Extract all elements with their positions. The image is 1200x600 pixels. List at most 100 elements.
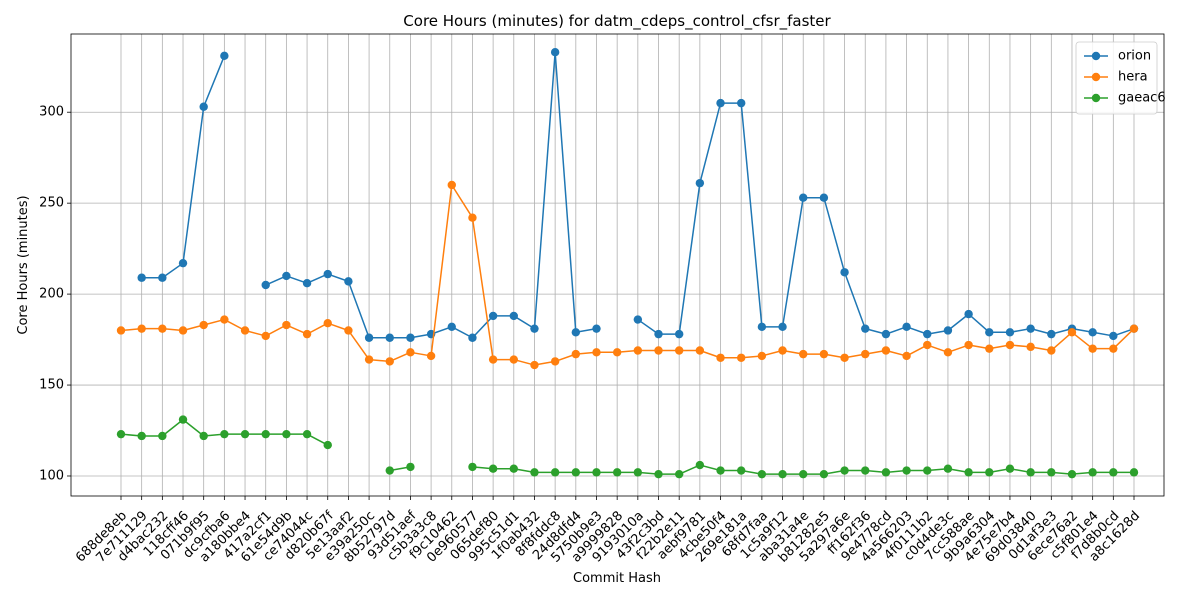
y-tick-label: 250 bbox=[39, 196, 64, 211]
data-point bbox=[902, 351, 911, 361]
data-point bbox=[509, 311, 518, 321]
legend-label: gaeac6 bbox=[1118, 91, 1166, 106]
data-point bbox=[426, 351, 436, 361]
data-point bbox=[261, 280, 270, 290]
data-point bbox=[819, 349, 829, 359]
data-point bbox=[199, 102, 208, 111]
data-point bbox=[819, 193, 829, 202]
data-point bbox=[633, 315, 643, 324]
data-point bbox=[674, 346, 684, 355]
data-point bbox=[447, 180, 456, 190]
data-point bbox=[840, 353, 849, 362]
legend-marker bbox=[1091, 72, 1101, 82]
chart-title: Core Hours (minutes) for datm_cdeps_cont… bbox=[403, 12, 831, 31]
data-point bbox=[240, 429, 250, 439]
data-point bbox=[178, 258, 188, 268]
data-point bbox=[509, 464, 518, 473]
data-point bbox=[178, 326, 188, 335]
data-point bbox=[178, 415, 188, 424]
data-point bbox=[778, 469, 787, 479]
data-point bbox=[902, 466, 911, 475]
data-point bbox=[592, 348, 601, 357]
data-point bbox=[137, 431, 146, 441]
data-point bbox=[799, 193, 808, 202]
data-point bbox=[964, 309, 973, 319]
data-point bbox=[592, 468, 601, 477]
grid bbox=[71, 34, 1164, 496]
data-point bbox=[302, 429, 312, 439]
data-point bbox=[799, 469, 808, 479]
data-point bbox=[302, 329, 312, 339]
data-point bbox=[757, 322, 767, 332]
legend-marker bbox=[1091, 93, 1101, 103]
data-point bbox=[323, 269, 332, 279]
data-point bbox=[1005, 340, 1015, 350]
data-point bbox=[1067, 328, 1077, 337]
data-point bbox=[447, 322, 456, 332]
data-point bbox=[654, 329, 663, 339]
data-point bbox=[964, 340, 973, 350]
data-point bbox=[757, 351, 767, 361]
data-point bbox=[985, 344, 994, 353]
y-tick-label: 100 bbox=[39, 468, 64, 483]
data-point bbox=[716, 466, 725, 475]
data-point bbox=[1129, 468, 1139, 477]
data-point bbox=[530, 360, 539, 370]
data-point bbox=[964, 468, 973, 477]
data-point bbox=[633, 346, 643, 355]
data-point bbox=[985, 328, 994, 337]
data-point bbox=[550, 468, 560, 477]
y-axis: 100 150 200 250 300 bbox=[39, 105, 71, 483]
data-point bbox=[220, 315, 229, 324]
data-point bbox=[323, 319, 332, 328]
data-point bbox=[509, 355, 518, 364]
data-point bbox=[1026, 342, 1035, 352]
legend-item-orion: orion bbox=[1084, 49, 1151, 64]
data-point bbox=[695, 346, 705, 355]
data-point bbox=[674, 469, 684, 479]
data-point bbox=[819, 469, 829, 479]
data-point bbox=[943, 464, 953, 473]
data-point bbox=[612, 468, 622, 477]
data-point bbox=[406, 348, 415, 357]
data-point bbox=[716, 98, 725, 108]
data-point bbox=[137, 273, 146, 282]
data-point bbox=[488, 311, 498, 321]
data-point bbox=[158, 431, 167, 441]
data-point bbox=[902, 322, 911, 332]
x-axis: 688de8eb7e711129d4bac232118cff46071b9f95… bbox=[73, 496, 1143, 566]
data-point bbox=[737, 353, 746, 362]
data-point bbox=[923, 466, 932, 475]
data-point bbox=[468, 213, 477, 222]
data-point bbox=[468, 333, 477, 342]
data-point bbox=[1026, 324, 1035, 333]
y-tick-label: 200 bbox=[39, 287, 64, 302]
data-point bbox=[1088, 468, 1097, 477]
data-point bbox=[757, 469, 767, 479]
data-point bbox=[612, 348, 622, 357]
data-point bbox=[261, 429, 270, 439]
data-point bbox=[344, 277, 353, 286]
data-point bbox=[943, 326, 953, 335]
data-point bbox=[985, 468, 994, 477]
data-point bbox=[302, 278, 312, 288]
data-point bbox=[737, 466, 746, 475]
data-point bbox=[344, 326, 353, 335]
data-point bbox=[881, 468, 891, 477]
data-point bbox=[468, 462, 477, 472]
data-point bbox=[1109, 468, 1118, 477]
data-point bbox=[778, 322, 787, 332]
data-point bbox=[654, 346, 663, 355]
data-point bbox=[923, 329, 932, 339]
data-point bbox=[1088, 328, 1097, 337]
data-point bbox=[861, 349, 870, 359]
data-point bbox=[199, 431, 208, 441]
data-point bbox=[488, 464, 498, 473]
data-point bbox=[158, 273, 167, 282]
series-hera bbox=[116, 180, 1139, 370]
data-point bbox=[674, 329, 684, 339]
data-point bbox=[571, 349, 581, 359]
data-point bbox=[116, 429, 126, 439]
series-layer bbox=[116, 47, 1139, 479]
